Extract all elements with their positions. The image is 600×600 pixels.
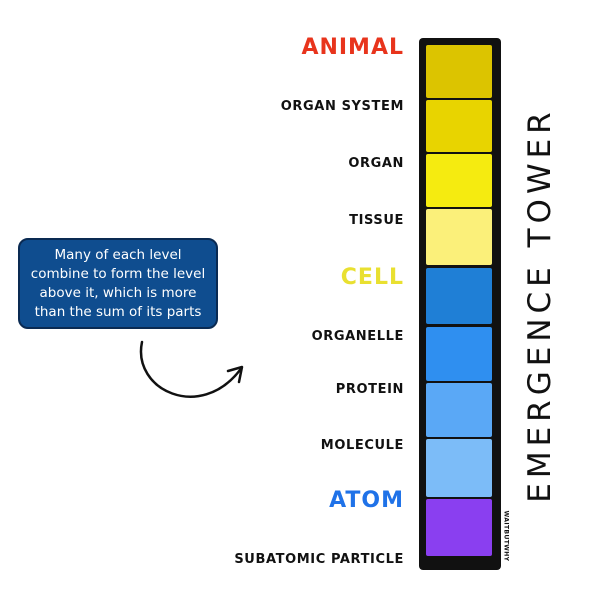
level-label-subatomic-particle: SUBATOMIC PARTICLE <box>234 551 404 567</box>
level-label-animal: ANIMAL <box>301 35 404 60</box>
tower-block-cell <box>426 268 492 324</box>
tower-block-tissue <box>426 209 492 265</box>
tower-block-atom <box>426 499 492 556</box>
callout-text: Many of each level combine to form the l… <box>30 246 206 320</box>
level-label-molecule: MOLECULE <box>320 437 404 453</box>
level-label-tissue: TISSUE <box>349 212 404 228</box>
callout-box: Many of each level combine to form the l… <box>18 238 218 329</box>
tower-block-organ-system <box>426 100 492 152</box>
level-label-atom: ATOM <box>329 488 404 513</box>
level-label-organelle: ORGANELLE <box>311 328 404 344</box>
tower-title: EMERGENCE TOWER <box>522 107 558 503</box>
tower-block-organ <box>426 154 492 207</box>
tower-block-animal <box>426 45 492 98</box>
tower-block-molecule <box>426 439 492 497</box>
level-label-organ-system: ORGAN SYSTEM <box>280 98 404 114</box>
tower-block-organelle <box>426 327 492 381</box>
emergence-tower <box>419 38 501 570</box>
signature: WAITBUTWHY <box>502 510 510 562</box>
level-label-cell: CELL <box>340 265 404 290</box>
level-label-protein: PROTEIN <box>335 381 404 397</box>
tower-block-protein <box>426 383 492 437</box>
level-label-organ: ORGAN <box>348 155 404 171</box>
curved-arrow-icon <box>139 340 244 398</box>
